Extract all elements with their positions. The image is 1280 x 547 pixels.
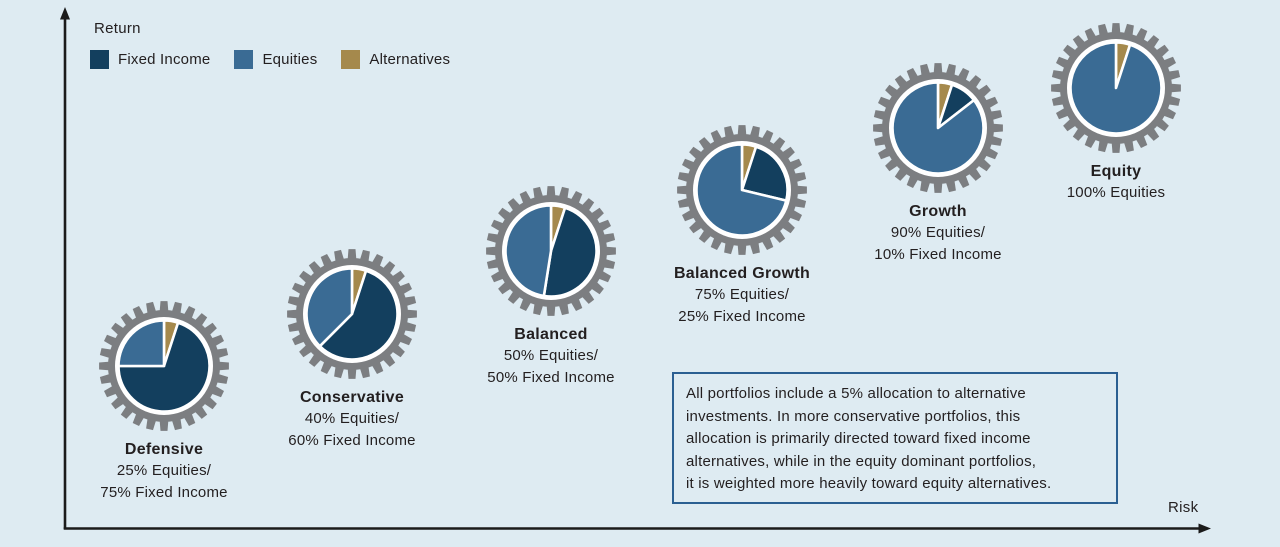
legend-item-equities: Equities [234, 50, 317, 69]
portfolio-allocation-line: 75% Fixed Income [100, 484, 228, 501]
legend: Fixed Income Equities Alternatives [90, 50, 450, 69]
note-text-line: it is weighted more heavily toward equit… [686, 475, 1052, 492]
gear-pie-chart [99, 301, 229, 431]
note-text-line: alternatives, while in the equity domina… [686, 452, 1037, 470]
pie-slice-equities [504, 204, 553, 298]
legend-label: Fixed Income [118, 51, 211, 68]
portfolio-allocation-line: 10% Fixed Income [874, 246, 1002, 263]
gear-pie-chart [873, 63, 1003, 193]
portfolio-allocation-line: 25% Fixed Income [678, 308, 806, 325]
note-text-line: allocation is primarily directed toward … [686, 430, 1031, 447]
portfolio-balanced: Balanced 50% Equities/50% Fixed Income [451, 185, 651, 389]
portfolio-name: Growth [909, 203, 967, 220]
legend-item-fixed-income: Fixed Income [90, 50, 210, 69]
y-axis-label: Return [94, 20, 141, 37]
portfolio-allocation-line: 90% Equities/ [890, 224, 986, 241]
portfolio-name: Balanced Growth [673, 265, 811, 282]
portfolio-allocation-line: 40% Equities/ [304, 410, 400, 427]
portfolio-equity: Equity 100% Equities [1016, 22, 1216, 204]
note-box: All portfolios include a 5% allocation t… [672, 372, 1118, 504]
portfolio-allocation-line: 25% Equities/ [116, 462, 212, 479]
gear-pie-chart [1051, 23, 1181, 153]
pie-slice-fixed-income [318, 269, 399, 361]
pie-slice-equities [117, 319, 166, 368]
portfolio-defensive: Defensive 25% Equities/75% Fixed Income [64, 300, 264, 504]
portfolio-growth: Growth 90% Equities/10% Fixed Income [838, 62, 1038, 266]
portfolio-allocation-line: 100% Equities [1066, 184, 1166, 201]
portfolio-name: Conservative [299, 389, 405, 406]
pie-slice-fixed-income [740, 145, 789, 202]
legend-label: Equities [262, 51, 318, 68]
portfolio-allocation-line: 60% Fixed Income [288, 432, 416, 449]
gear-pie-chart [677, 125, 807, 255]
legend-swatch-icon [234, 50, 254, 69]
portfolio-allocation-line: 50% Fixed Income [487, 369, 615, 386]
legend-swatch-icon [90, 50, 109, 69]
legend-label: Alternatives [369, 51, 451, 68]
portfolio-allocation-line: 50% Equities/ [503, 347, 599, 364]
portfolio-conservative: Conservative 40% Equities/60% Fixed Incom… [252, 248, 452, 452]
portfolio-name: Equity [1090, 163, 1142, 180]
pie-slice-equities [891, 81, 985, 175]
portfolio-allocation-line: 75% Equities/ [694, 286, 790, 303]
legend-swatch-icon [341, 50, 361, 69]
pie-slice-equities [1069, 41, 1163, 135]
x-axis-label: Risk [1168, 499, 1199, 516]
pie-slice-equities [305, 267, 354, 348]
portfolio-name: Defensive [124, 441, 204, 458]
pie-slice-equities [695, 143, 788, 237]
gear-pie-chart [287, 249, 417, 379]
pie-slice-fixed-income [542, 206, 598, 298]
gear-pie-chart [486, 186, 616, 316]
portfolio-balanced-growth: Balanced Growth 75% Equities/25% Fixed In… [642, 124, 842, 328]
y-axis-arrowhead-icon [60, 7, 70, 20]
legend-item-alternatives: Alternatives [341, 50, 450, 69]
x-axis-arrowhead-icon [1198, 523, 1211, 534]
note-text-line: All portfolios include a 5% allocation t… [686, 385, 1026, 402]
portfolio-name: Balanced [514, 326, 588, 343]
note-text-line: investments. In more conservative portfo… [686, 407, 1021, 425]
